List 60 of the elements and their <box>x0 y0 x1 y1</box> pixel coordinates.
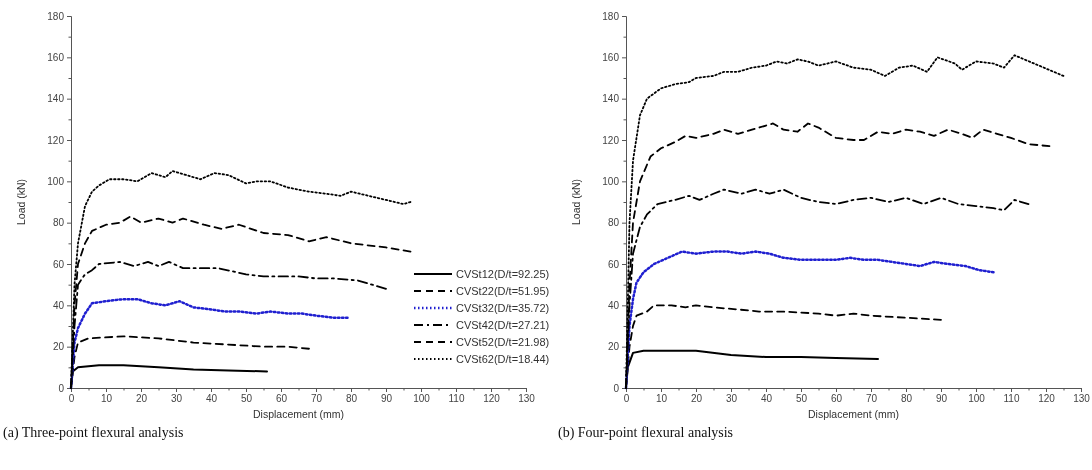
y-tick-label: 40 <box>607 300 620 312</box>
y-axis-title: Load (kN) <box>15 178 27 226</box>
x-tick-label: 50 <box>795 393 808 405</box>
y-tick-label: 40 <box>52 300 65 312</box>
x-axis-title: Displacement (mm) <box>807 408 900 420</box>
y-tick-label: 20 <box>607 341 620 353</box>
x-tick-label: 90 <box>935 393 948 405</box>
x-tick-label: 80 <box>900 393 913 405</box>
x-tick-label: 40 <box>760 393 773 405</box>
x-tick-label: 0 <box>68 393 75 405</box>
x-tick-label: 10 <box>655 393 668 405</box>
x-tick-label: 110 <box>448 393 465 405</box>
x-tick-label: 60 <box>275 393 288 405</box>
x-tick-label: 30 <box>725 393 738 405</box>
legend-label: CVSt12(D/t=92.25) <box>456 268 550 280</box>
y-tick-label: 100 <box>602 176 620 188</box>
y-tick-label: 20 <box>52 341 65 353</box>
legend-label: CVSt52(D/t=21.98) <box>456 336 550 348</box>
y-tick-label: 80 <box>607 217 620 229</box>
x-tick-label: 90 <box>380 393 393 405</box>
y-tick-label: 120 <box>47 134 65 146</box>
x-tick-label: 120 <box>483 393 501 405</box>
y-tick-label: 0 <box>58 382 65 394</box>
y-tick-label: 180 <box>47 10 65 22</box>
text: (b) Four-point flexural analysis <box>558 425 734 441</box>
x-tick-label: 60 <box>830 393 843 405</box>
y-tick-label: 160 <box>602 52 620 64</box>
legend-label: CVSt22(D/t=51.95) <box>456 285 550 297</box>
x-tick-label: 50 <box>240 393 253 405</box>
y-tick-label: 140 <box>47 93 65 105</box>
x-tick-label: 0 <box>623 393 630 405</box>
x-tick-label: 110 <box>1003 393 1020 405</box>
legend-label: CVSt62(D/t=18.44) <box>456 353 550 365</box>
x-tick-label: 130 <box>1073 393 1091 405</box>
x-tick-label: 40 <box>205 393 218 405</box>
y-tick-label: 100 <box>47 176 65 188</box>
y-tick-label: 60 <box>607 258 620 270</box>
x-tick-label: 70 <box>310 393 323 405</box>
x-tick-label: 20 <box>135 393 148 405</box>
legend-label: CVSt42(D/t=27.21) <box>456 319 550 331</box>
x-tick-label: 120 <box>1038 393 1056 405</box>
x-axis-title: Displacement (mm) <box>252 408 345 420</box>
y-tick-label: 0 <box>613 382 620 394</box>
x-tick-label: 80 <box>345 393 358 405</box>
y-tick-label: 160 <box>47 52 65 64</box>
x-tick-label: 70 <box>865 393 878 405</box>
y-axis-title: Load (kN) <box>570 178 582 226</box>
x-tick-label: 100 <box>968 393 986 405</box>
y-tick-label: 80 <box>52 217 65 229</box>
y-tick-label: 60 <box>52 258 65 270</box>
x-tick-label: 30 <box>170 393 183 405</box>
x-tick-label: 20 <box>690 393 703 405</box>
x-tick-label: 100 <box>413 393 431 405</box>
y-tick-label: 180 <box>602 10 620 22</box>
x-tick-label: 10 <box>100 393 113 405</box>
legend-label: CVSt32(D/t=35.72) <box>456 302 550 314</box>
y-tick-label: 140 <box>602 93 620 105</box>
y-tick-label: 120 <box>602 134 620 146</box>
text: (a) Three-point flexural analysis <box>3 425 184 441</box>
x-tick-label: 130 <box>518 393 536 405</box>
